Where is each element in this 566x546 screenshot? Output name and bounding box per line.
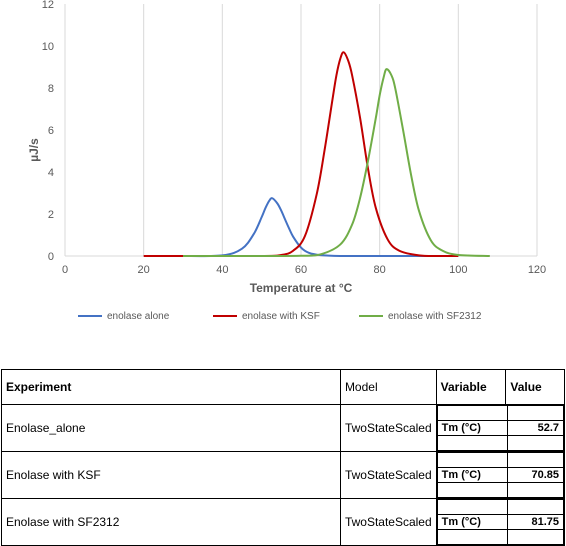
value-cell: 52.7: [506, 420, 565, 436]
table-row: Enolase_alone TwoStateScaled Tm (°C) 52.7: [1, 404, 566, 452]
header-value: Value: [505, 369, 565, 405]
value-cell: 70.85: [506, 467, 565, 483]
dsc-chart: 0 20 40 60 80 100 120 0 2 4 6 8 10 12 Temperature at…: [27, 0, 546, 322]
table-header-row: Experiment Model Variable Value: [1, 369, 565, 405]
results-table: Experiment Model Variable Value Enolase_…: [1, 369, 566, 546]
series-line: [182, 197, 459, 258]
x-tick-label: 80: [374, 264, 386, 276]
x-tick-label: 100: [449, 264, 467, 276]
legend-label: enolase with KSF: [242, 311, 320, 322]
legend-label: enolase alone: [107, 311, 170, 322]
y-tick-label: 6: [48, 125, 54, 137]
table-row: Enolase with KSF TwoStateScaled Tm (°C) 7…: [1, 451, 566, 499]
chart-legend: enolase alone enolase with KSF enolase wit…: [78, 311, 482, 322]
y-tick-label: 2: [48, 209, 54, 221]
result-subtable: Tm (°C) 70.85: [436, 452, 565, 498]
table-row: Enolase with SF2312 TwoStateScaled Tm (°…: [1, 498, 566, 546]
x-tick-labels: 0 20 40 60 80 100 120: [62, 264, 546, 276]
header-model: Model: [339, 369, 437, 405]
experiment-cell: Enolase_alone: [1, 404, 341, 452]
result-subtable-cell: Tm (°C) 52.7: [435, 404, 566, 452]
result-subtable: Tm (°C) 81.75: [436, 499, 565, 545]
model-cell: TwoStateScaled: [339, 498, 437, 546]
header-variable: Variable: [435, 369, 507, 405]
variable-cell: Tm (°C): [436, 420, 508, 436]
y-tick-label: 10: [42, 41, 54, 53]
model-cell: TwoStateScaled: [339, 404, 437, 452]
series-lines: [143, 51, 490, 258]
y-tick-labels: 0 2 4 6 8 10 12: [42, 0, 54, 263]
y-tick-label: 12: [42, 0, 54, 11]
x-axis-title: Temperature at °C: [250, 281, 353, 295]
variable-cell: Tm (°C): [436, 514, 508, 530]
chart-gridlines: [64, 4, 538, 256]
x-tick-label: 60: [295, 264, 307, 276]
value-cell: 81.75: [506, 514, 565, 530]
y-tick-label: 4: [48, 167, 54, 179]
model-cell: TwoStateScaled: [339, 451, 437, 499]
variable-cell: Tm (°C): [436, 467, 508, 483]
y-tick-label: 0: [48, 251, 54, 263]
x-tick-label: 0: [62, 264, 68, 276]
result-subtable: Tm (°C) 52.7: [436, 405, 565, 451]
legend-label: enolase with SF2312: [388, 311, 482, 322]
series-line: [182, 68, 490, 258]
x-tick-label: 20: [138, 264, 150, 276]
result-subtable-cell: Tm (°C) 81.75: [435, 498, 566, 546]
result-subtable-cell: Tm (°C) 70.85: [435, 451, 566, 499]
y-tick-label: 8: [48, 83, 54, 95]
header-experiment: Experiment: [1, 369, 341, 405]
x-tick-label: 120: [528, 264, 546, 276]
y-axis-title: µJ/s: [27, 138, 41, 162]
experiment-cell: Enolase with SF2312: [1, 498, 341, 546]
experiment-cell: Enolase with KSF: [1, 451, 341, 499]
x-tick-label: 40: [216, 264, 228, 276]
series-line: [143, 51, 459, 258]
